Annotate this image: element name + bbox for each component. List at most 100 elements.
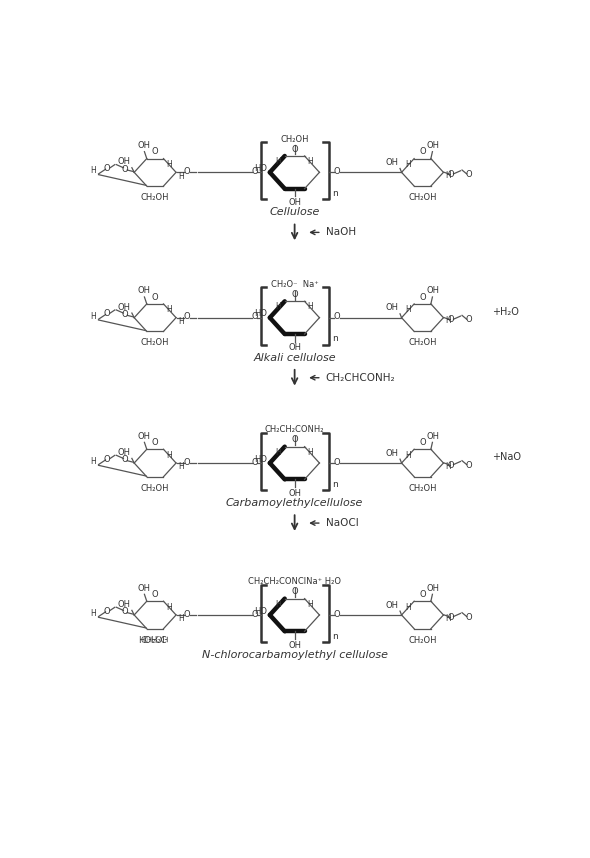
Text: OH: OH — [385, 449, 398, 457]
Text: O: O — [152, 590, 159, 599]
Text: CH₂O⁻  Na⁺: CH₂O⁻ Na⁺ — [271, 280, 319, 289]
Text: HOH₂C: HOH₂C — [139, 636, 167, 644]
Text: CH₂OH: CH₂OH — [141, 193, 169, 202]
Text: H: H — [307, 600, 313, 608]
Text: HO: HO — [254, 164, 267, 173]
Text: H: H — [166, 603, 172, 612]
Text: Alkali cellulose: Alkali cellulose — [253, 353, 336, 363]
Text: OH: OH — [427, 583, 440, 593]
Text: O: O — [419, 293, 426, 302]
Text: O: O — [183, 458, 190, 467]
Text: +NaO: +NaO — [492, 452, 521, 462]
Text: O: O — [466, 613, 473, 622]
Text: OH: OH — [137, 287, 150, 295]
Text: n: n — [332, 335, 337, 343]
Text: O: O — [104, 607, 110, 616]
Text: O: O — [152, 293, 159, 302]
Text: O: O — [448, 461, 454, 470]
Text: CH₂OH: CH₂OH — [280, 135, 309, 143]
Text: H: H — [307, 448, 313, 456]
Text: O: O — [466, 461, 473, 470]
Text: OH: OH — [117, 448, 130, 456]
Text: H: H — [178, 462, 184, 471]
Text: H: H — [178, 614, 184, 623]
Text: OH: OH — [385, 303, 398, 312]
Text: CH₂OH: CH₂OH — [141, 338, 169, 347]
Text: O: O — [183, 167, 190, 176]
Text: H: H — [178, 172, 184, 181]
Text: H: H — [275, 302, 281, 311]
Text: O: O — [251, 167, 258, 176]
Text: H: H — [307, 302, 313, 311]
Text: O: O — [448, 613, 454, 622]
Text: H: H — [446, 462, 451, 470]
Text: HOH₂C: HOH₂C — [141, 636, 169, 644]
Text: CH₂CHCONH₂: CH₂CHCONH₂ — [326, 372, 395, 383]
Text: OH: OH — [385, 158, 398, 167]
Text: OH: OH — [137, 432, 150, 441]
Text: OH: OH — [288, 641, 301, 650]
Text: O: O — [448, 316, 454, 324]
Text: OH: OH — [385, 601, 398, 609]
Text: CH₂OH: CH₂OH — [408, 193, 437, 202]
Text: n: n — [332, 189, 337, 198]
Text: O: O — [333, 458, 340, 467]
Text: O: O — [419, 438, 426, 447]
Text: O: O — [291, 145, 298, 154]
Text: O: O — [291, 435, 298, 444]
Text: H: H — [166, 305, 172, 315]
Text: H: H — [178, 317, 184, 326]
Text: H: H — [405, 160, 411, 169]
Text: O: O — [333, 610, 340, 619]
Text: CH₂CH₂CONH₂: CH₂CH₂CONH₂ — [265, 426, 325, 434]
Text: Carbamoylethylcellulose: Carbamoylethylcellulose — [226, 498, 363, 508]
Text: O: O — [152, 148, 159, 156]
Text: O: O — [122, 310, 128, 319]
Text: H: H — [275, 600, 281, 608]
Text: O: O — [122, 456, 128, 464]
Text: O: O — [251, 610, 258, 619]
Text: HO: HO — [254, 455, 267, 463]
Text: O: O — [104, 310, 110, 318]
Text: O: O — [466, 170, 473, 179]
Text: O: O — [122, 607, 128, 616]
Text: O: O — [251, 458, 258, 467]
Text: H: H — [405, 603, 411, 612]
Text: O: O — [291, 587, 298, 596]
Text: H: H — [405, 450, 411, 460]
Text: O: O — [419, 590, 426, 599]
Text: O: O — [183, 312, 190, 322]
Text: H: H — [166, 160, 172, 169]
Text: NaOCl: NaOCl — [326, 518, 358, 528]
Text: H: H — [90, 311, 96, 321]
Text: O: O — [183, 610, 190, 619]
Text: OH: OH — [288, 343, 301, 353]
Text: O: O — [466, 316, 473, 324]
Text: HO: HO — [254, 310, 267, 318]
Text: O: O — [291, 290, 298, 299]
Text: CH₂OH: CH₂OH — [408, 636, 437, 644]
Text: n: n — [332, 631, 337, 641]
Text: H: H — [446, 613, 451, 623]
Text: NaOH: NaOH — [326, 227, 356, 238]
Text: OH: OH — [117, 157, 130, 166]
Text: H: H — [446, 171, 451, 180]
Text: OH: OH — [288, 488, 301, 498]
Text: H: H — [90, 457, 96, 466]
Text: OH: OH — [427, 432, 440, 441]
Text: OH: OH — [137, 141, 150, 150]
Text: O: O — [448, 170, 454, 179]
Text: N-chlorocarbamoylethyl cellulose: N-chlorocarbamoylethyl cellulose — [202, 650, 388, 660]
Text: n: n — [332, 480, 337, 488]
Text: H: H — [90, 166, 96, 175]
Text: H: H — [275, 448, 281, 456]
Text: H: H — [307, 157, 313, 166]
Text: O: O — [122, 165, 128, 174]
Text: H: H — [90, 609, 96, 618]
Text: OH: OH — [117, 303, 130, 311]
Text: +H₂O: +H₂O — [492, 306, 519, 317]
Text: Cellulose: Cellulose — [270, 208, 320, 217]
Text: H: H — [166, 450, 172, 460]
Text: OH: OH — [427, 141, 440, 150]
Text: OH: OH — [427, 287, 440, 295]
